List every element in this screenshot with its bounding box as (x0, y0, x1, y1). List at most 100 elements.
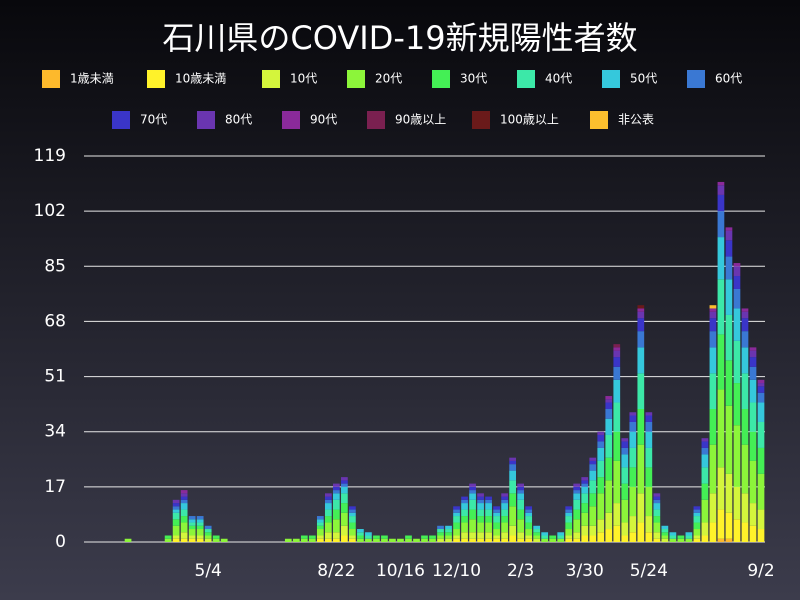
legend-label: 非公表 (618, 113, 654, 127)
bar-segment (533, 525, 541, 530)
bar-segment (204, 535, 212, 539)
bar-segment (733, 308, 741, 341)
bar-segment (477, 499, 484, 504)
bar-segment (717, 389, 725, 468)
bar-segment (188, 516, 196, 520)
bar-segment (517, 509, 525, 520)
legend-label: 50代 (630, 72, 657, 86)
bar-segment (541, 532, 549, 536)
bar-segment (717, 467, 725, 510)
bar-segment (437, 529, 444, 533)
bar-segment (493, 538, 500, 542)
bar-segment (533, 529, 541, 533)
bar-segment (725, 360, 733, 406)
legend-swatch (197, 111, 215, 129)
bar-segment (525, 516, 533, 523)
bar-segment (637, 318, 645, 332)
legend-swatch (517, 70, 535, 88)
bar-segment (341, 512, 348, 526)
bar-segment (501, 503, 508, 510)
bar-segment (493, 516, 500, 523)
bar-segment (693, 509, 701, 513)
bar-segment (365, 538, 372, 542)
bar-segment (645, 532, 653, 542)
bar-segment (381, 538, 388, 542)
bar-segment (341, 503, 348, 513)
bar-segment (645, 431, 653, 448)
bar-segment (357, 535, 364, 539)
bar-segment (485, 522, 492, 533)
x-tick-label: 3/30 (566, 561, 604, 581)
bar-segment (613, 402, 621, 432)
bar-segment (324, 493, 332, 497)
bar-segment (613, 525, 621, 542)
bar-segment (573, 532, 581, 539)
bar-segment (469, 486, 476, 491)
bar-segment (549, 535, 557, 539)
bar-segment (717, 194, 725, 212)
bar-segment (709, 409, 717, 445)
bar-segment (749, 366, 757, 380)
bar-segment (357, 529, 364, 533)
bar-segment (717, 237, 725, 280)
bar-segment (653, 509, 661, 517)
bar-segment (645, 467, 653, 487)
bar-segment (349, 538, 356, 542)
legend-label: 40代 (545, 72, 572, 86)
bar-segment (493, 509, 500, 513)
bar-segment (709, 331, 717, 348)
bar-segment (565, 506, 573, 510)
bar-segment (469, 499, 476, 510)
bar-segment (605, 457, 613, 481)
bar-segment (493, 535, 500, 539)
bar-segment (757, 529, 765, 542)
bar-segment (637, 493, 645, 523)
bar-segment (172, 499, 180, 504)
bar-segment (749, 460, 757, 504)
bar-segment (485, 496, 492, 500)
legend-swatch (687, 70, 705, 88)
bar-segment (477, 532, 484, 539)
bar-segment (341, 535, 348, 542)
bar-segment (300, 535, 308, 539)
bar-segment (629, 532, 637, 542)
bar-segment (725, 473, 733, 513)
bar-segment (469, 483, 476, 487)
bar-segment (172, 525, 180, 536)
bar-segment (701, 499, 709, 523)
bar-segment (292, 538, 300, 542)
bar-segment (493, 506, 500, 510)
x-tick-label: 2/3 (507, 561, 534, 581)
bar-segment (621, 499, 629, 523)
bar-segment (605, 434, 613, 458)
bar-segment (613, 347, 621, 351)
bar-segment (741, 522, 749, 542)
bar-segment (589, 470, 597, 481)
bar-segment (701, 454, 709, 468)
bar-segment (653, 538, 661, 542)
bar-segment (741, 331, 749, 348)
bar-segment (357, 532, 364, 536)
bar-segment (485, 509, 492, 517)
bar-segment (461, 538, 468, 542)
bar-segment (525, 538, 533, 542)
bar-segment (477, 503, 484, 510)
bar-segment (741, 409, 749, 445)
bar-segment (605, 396, 613, 400)
bar-segment (509, 535, 516, 542)
bar-segment (349, 529, 356, 536)
bar-segment (429, 538, 436, 542)
bar-segment (581, 525, 589, 536)
bar-segment (485, 499, 492, 504)
legend-label: 100歳以上 (500, 113, 559, 127)
bar-segment (461, 532, 468, 539)
bar-segment (180, 522, 188, 533)
bar-segment (717, 211, 725, 238)
bar-segment (188, 538, 196, 542)
bar-segment (653, 532, 661, 539)
bar-segment (477, 522, 484, 533)
bar-segment (565, 509, 573, 513)
bar-segment (637, 331, 645, 348)
bar-segment (653, 522, 661, 533)
bar-segment (661, 529, 669, 533)
